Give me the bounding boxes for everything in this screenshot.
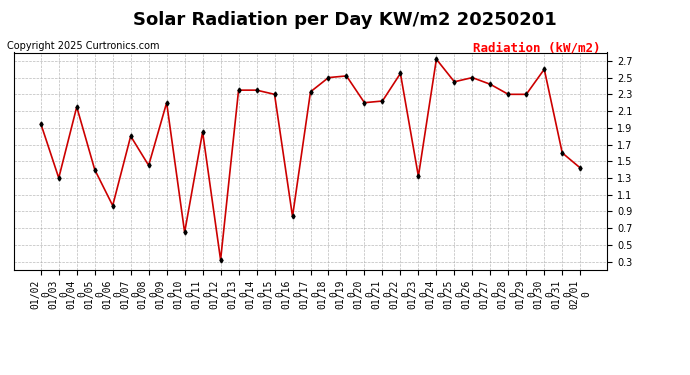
Text: Solar Radiation per Day KW/m2 20250201: Solar Radiation per Day KW/m2 20250201 xyxy=(133,11,557,29)
Text: Radiation (kW/m2): Radiation (kW/m2) xyxy=(473,41,600,54)
Text: Copyright 2025 Curtronics.com: Copyright 2025 Curtronics.com xyxy=(7,41,159,51)
